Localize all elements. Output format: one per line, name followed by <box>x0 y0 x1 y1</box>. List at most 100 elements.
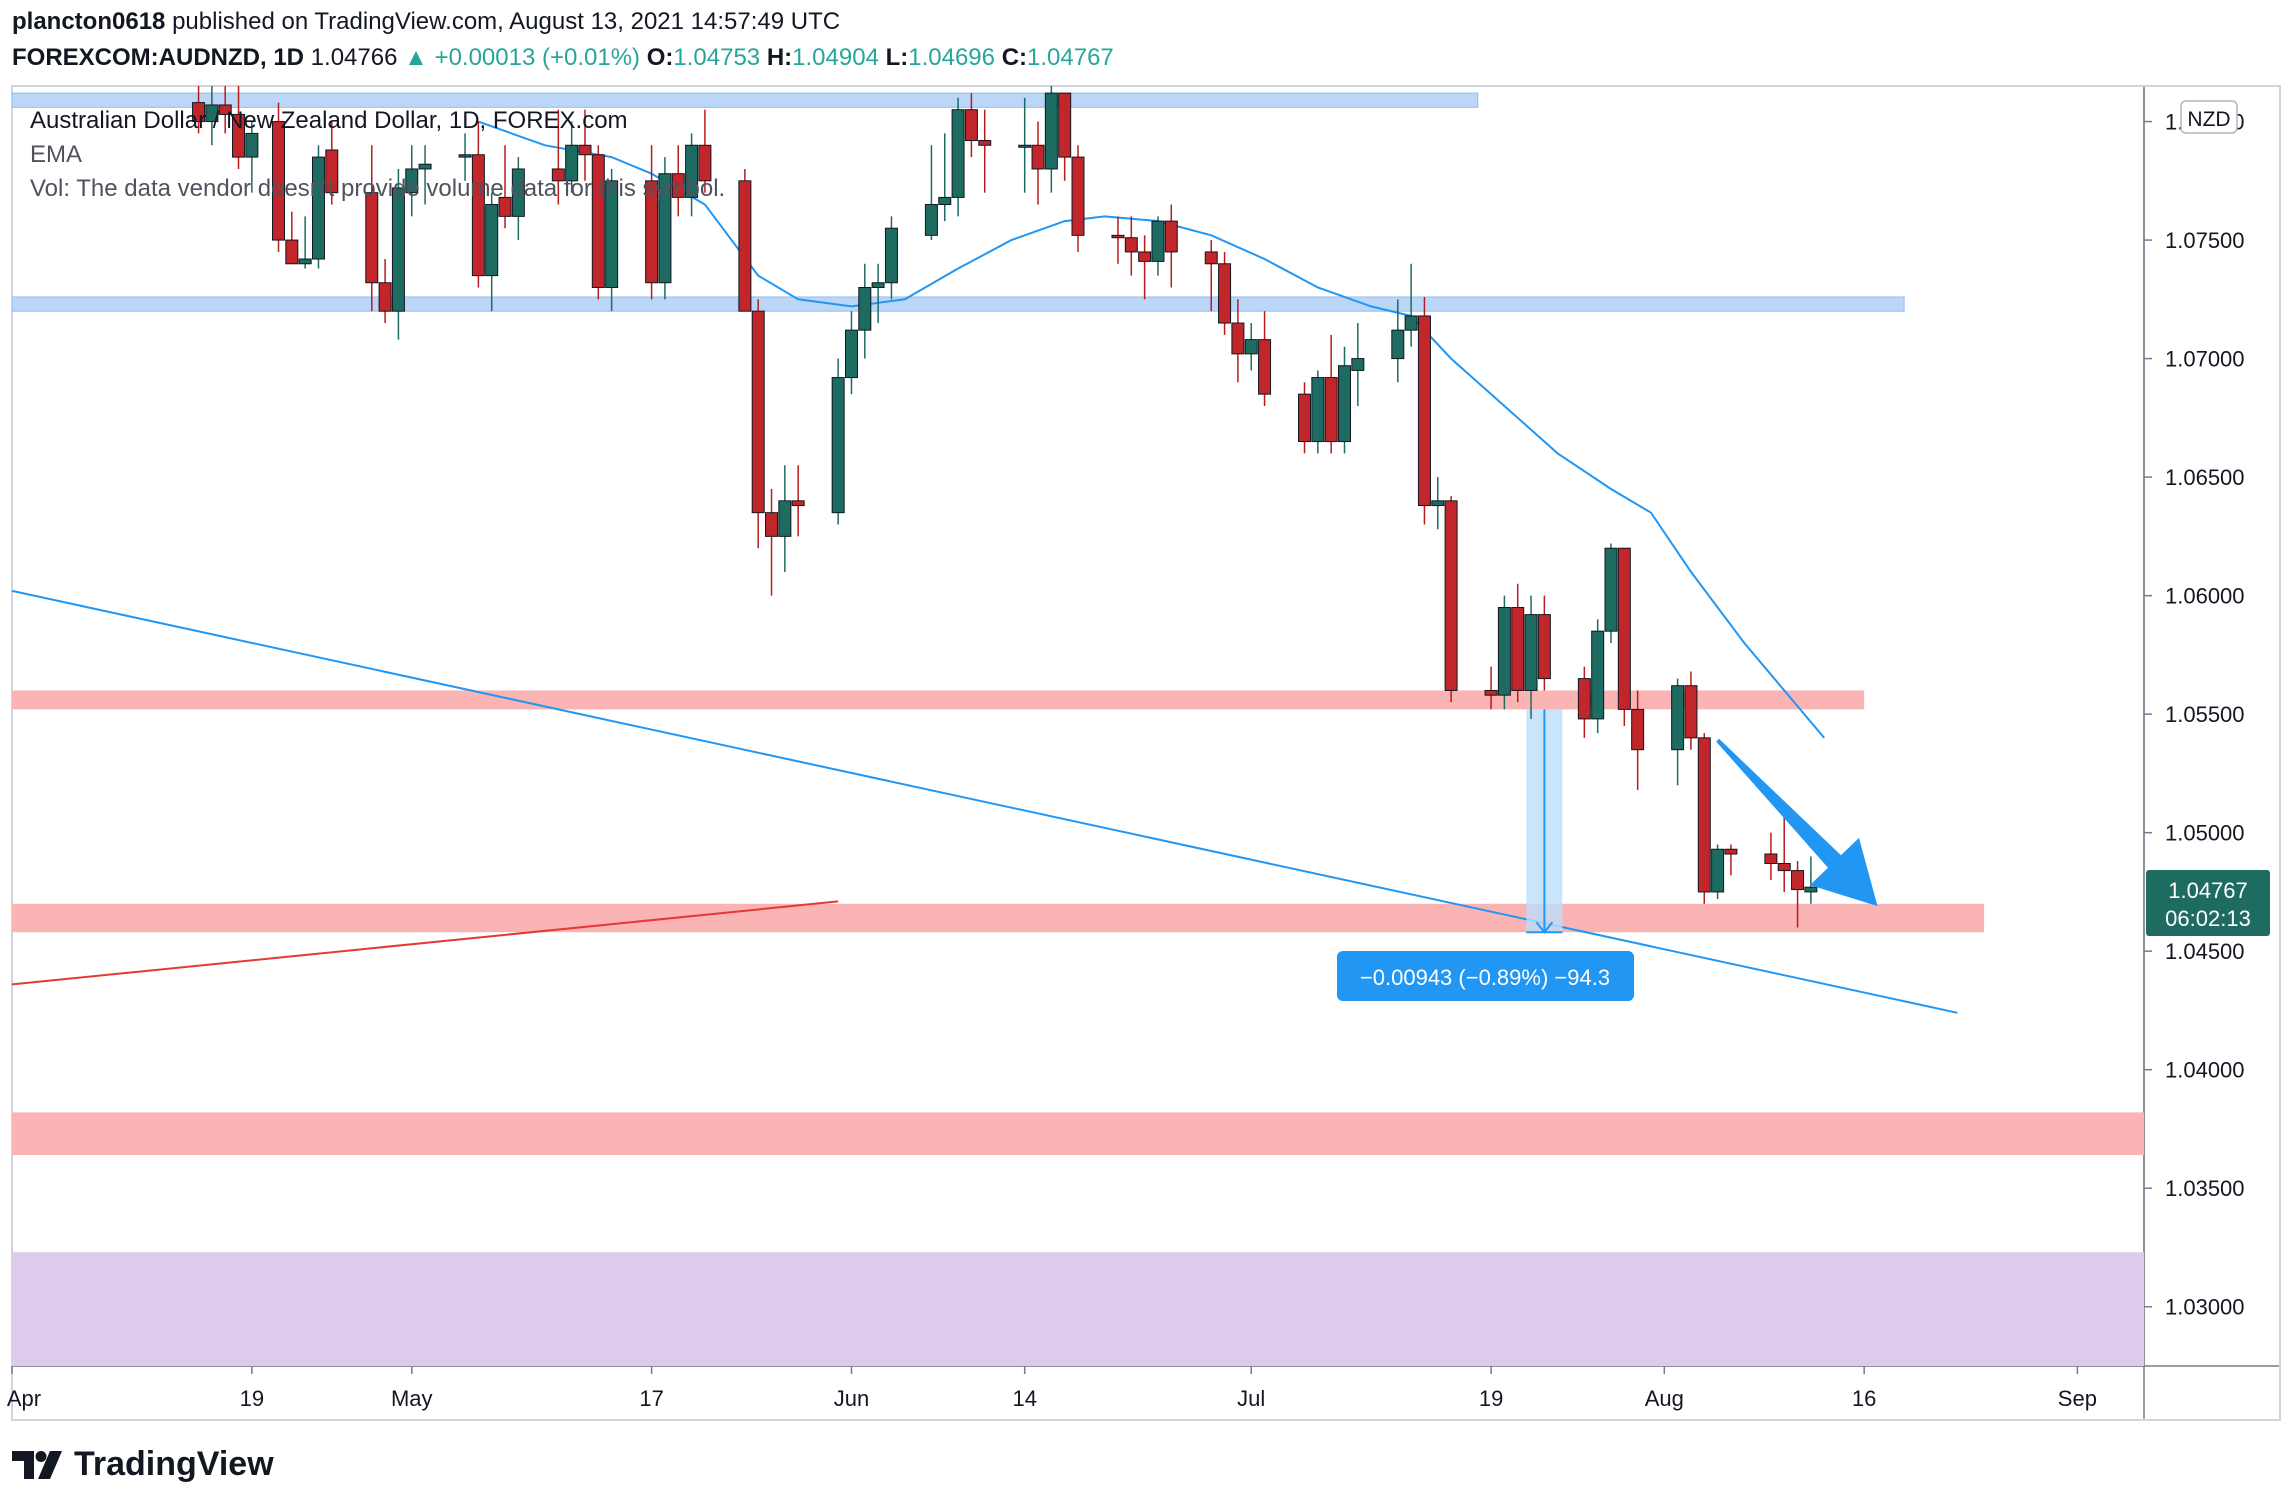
candle-86[interactable] <box>1777 808 1791 892</box>
candle-16[interactable] <box>471 121 485 288</box>
candle-55[interactable] <box>1204 240 1218 312</box>
candle-38[interactable] <box>871 263 885 324</box>
candle-24[interactable] <box>605 168 619 312</box>
candle-84[interactable] <box>1724 844 1738 876</box>
candle-7[interactable] <box>298 216 312 269</box>
candle-87[interactable] <box>1791 861 1805 928</box>
candle-60[interactable] <box>1298 382 1312 454</box>
candle-70[interactable] <box>1484 666 1498 710</box>
candle-1[interactable] <box>205 86 219 146</box>
candle-53[interactable] <box>1151 216 1165 276</box>
candle-35[interactable] <box>831 358 845 525</box>
candle-57[interactable] <box>1231 299 1245 383</box>
candle-31[interactable] <box>751 299 765 549</box>
candle-3[interactable] <box>232 86 246 169</box>
candle-15[interactable] <box>458 133 472 181</box>
candle-56[interactable] <box>1218 251 1232 335</box>
candle-28[interactable] <box>685 133 699 217</box>
measure-label-box[interactable] <box>1337 951 1634 1001</box>
candle-67[interactable] <box>1417 296 1431 525</box>
candle-71[interactable] <box>1497 595 1511 710</box>
candle-45[interactable] <box>1018 97 1032 193</box>
candle-66[interactable] <box>1404 263 1418 347</box>
candle-46[interactable] <box>1031 121 1045 205</box>
candle-11[interactable] <box>378 259 392 324</box>
candle-64[interactable] <box>1351 323 1365 406</box>
candle-21[interactable] <box>565 121 579 193</box>
legend-vol[interactable]: Vol: The data vendor doesn't provide vol… <box>30 175 725 202</box>
candle-43[interactable] <box>964 93 978 158</box>
candle-62[interactable] <box>1324 334 1338 454</box>
publisher-name[interactable]: plancton0618 <box>12 8 166 35</box>
candle-80[interactable] <box>1671 678 1685 786</box>
candle-37[interactable] <box>858 263 872 359</box>
candle-54[interactable] <box>1164 204 1178 288</box>
candle-18[interactable] <box>498 145 512 229</box>
candle-73[interactable] <box>1524 595 1538 719</box>
candle-79[interactable] <box>1631 690 1645 790</box>
candle-34[interactable] <box>791 465 805 537</box>
red-zone-4[interactable] <box>12 1112 2144 1156</box>
candle-65[interactable] <box>1391 299 1405 383</box>
candle-33[interactable] <box>778 465 792 572</box>
legend-title[interactable]: Australian Dollar / New Zealand Dollar, … <box>30 107 628 134</box>
candle-78[interactable] <box>1617 547 1631 726</box>
candle-40[interactable] <box>924 145 938 241</box>
purple-zone-5[interactable] <box>12 1252 2144 1366</box>
candle-10[interactable] <box>365 145 379 312</box>
candle-82[interactable] <box>1697 733 1711 904</box>
candle-75[interactable] <box>1577 666 1591 738</box>
candle-17[interactable] <box>485 192 499 312</box>
legend-ema[interactable]: EMA <box>30 141 82 168</box>
candle-44[interactable] <box>978 109 992 193</box>
candle-85[interactable] <box>1764 832 1778 881</box>
candle-74[interactable] <box>1537 595 1551 691</box>
candle-81[interactable] <box>1684 671 1698 750</box>
red-zone-3[interactable] <box>12 903 1985 933</box>
candle-76[interactable] <box>1591 619 1605 734</box>
currency-badge-box[interactable] <box>2180 100 2238 134</box>
candle-8[interactable] <box>311 145 325 269</box>
candle-77[interactable] <box>1604 543 1618 644</box>
candle-25[interactable] <box>645 145 659 300</box>
candle-47[interactable] <box>1044 86 1058 193</box>
candle-2[interactable] <box>218 79 232 134</box>
measure-label[interactable]: −0.00943 (−0.89%) −94.3 <box>1360 965 1610 990</box>
candle-58[interactable] <box>1244 323 1258 371</box>
ema-line[interactable] <box>478 120 1825 739</box>
candle-26[interactable] <box>658 157 672 300</box>
candle-5[interactable] <box>272 102 285 252</box>
candle-52[interactable] <box>1138 235 1152 300</box>
candle-61[interactable] <box>1311 370 1325 454</box>
candle-59[interactable] <box>1258 311 1272 406</box>
candle-20[interactable] <box>551 109 565 205</box>
candle-13[interactable] <box>405 145 419 217</box>
currency-badge[interactable]: NZD <box>2187 108 2230 131</box>
candle-29[interactable] <box>698 109 712 193</box>
candle-69[interactable] <box>1444 496 1458 703</box>
red-zone-2[interactable] <box>12 690 1865 710</box>
candle-27[interactable] <box>671 145 685 217</box>
candle-48[interactable] <box>1058 92 1072 181</box>
blue-zone-1[interactable] <box>12 296 1905 312</box>
candle-32[interactable] <box>765 488 779 596</box>
candle-42[interactable] <box>951 97 965 217</box>
candle-22[interactable] <box>578 109 592 181</box>
candle-50[interactable] <box>1111 216 1125 264</box>
candle-63[interactable] <box>1338 346 1351 454</box>
candle-36[interactable] <box>844 311 858 395</box>
candle-41[interactable] <box>938 133 952 222</box>
red-trendline-1[interactable] <box>12 900 839 986</box>
blue-zone-0[interactable] <box>12 92 1479 108</box>
candle-12[interactable] <box>391 168 405 340</box>
candle-88[interactable] <box>1804 856 1818 904</box>
candle-30[interactable] <box>738 168 752 312</box>
candle-23[interactable] <box>591 145 605 300</box>
candle-6[interactable] <box>285 211 299 265</box>
candle-51[interactable] <box>1124 216 1138 276</box>
candle-83[interactable] <box>1711 844 1725 900</box>
candle-0[interactable] <box>192 74 206 134</box>
candle-68[interactable] <box>1431 477 1445 530</box>
tradingview-logo[interactable]: TradingView <box>12 1445 274 1484</box>
candle-72[interactable] <box>1511 583 1525 703</box>
